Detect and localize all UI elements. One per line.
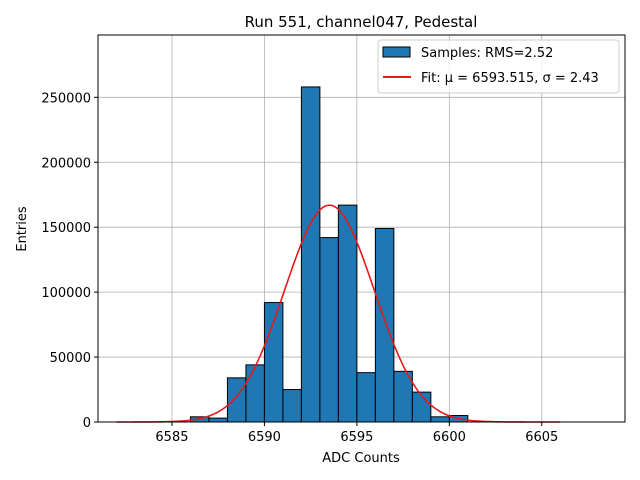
y-tick-label: 50000	[50, 351, 91, 366]
x-tick-label: 6605	[525, 430, 558, 445]
y-tick-label: 100000	[41, 286, 91, 301]
y-tick-label: 0	[83, 416, 91, 431]
legend-label-samples: Samples: RMS=2.52	[421, 46, 553, 61]
x-tick-label: 6585	[155, 430, 188, 445]
chart-title: Run 551, channel047, Pedestal	[245, 13, 478, 31]
histogram-bar	[430, 416, 450, 423]
legend-box	[377, 39, 620, 94]
y-axis-title: Entries	[15, 206, 30, 252]
histogram-bar	[245, 364, 265, 423]
x-axis-title: ADC Counts	[322, 451, 400, 466]
histogram-bar	[300, 86, 321, 423]
y-tick-label: 250000	[41, 91, 91, 106]
axis-ticks: 6585 6590 6595 6600 6605 0 50000 100000 150000 20…	[41, 91, 558, 445]
y-tick-label: 150000	[41, 221, 91, 236]
histogram-bar	[208, 417, 228, 423]
histogram-bar	[374, 228, 395, 423]
histogram-bar	[282, 389, 302, 423]
histogram-bar	[319, 237, 339, 423]
x-tick-label: 6590	[248, 430, 281, 445]
plot-frame	[97, 34, 626, 423]
x-tick-label: 6600	[433, 430, 466, 445]
legend-swatch-samples	[382, 46, 411, 58]
legend: Samples: RMS=2.52 Fit: μ = 6593.515, σ =…	[377, 39, 620, 94]
y-tick-label: 200000	[41, 156, 91, 171]
histogram-bars	[189, 86, 469, 423]
x-tick-label: 6595	[340, 430, 373, 445]
legend-label-fit: Fit: μ = 6593.515, σ = 2.43	[421, 71, 599, 86]
histogram-bar	[337, 204, 358, 423]
histogram-bar	[226, 377, 247, 423]
histogram-bar	[356, 372, 376, 423]
